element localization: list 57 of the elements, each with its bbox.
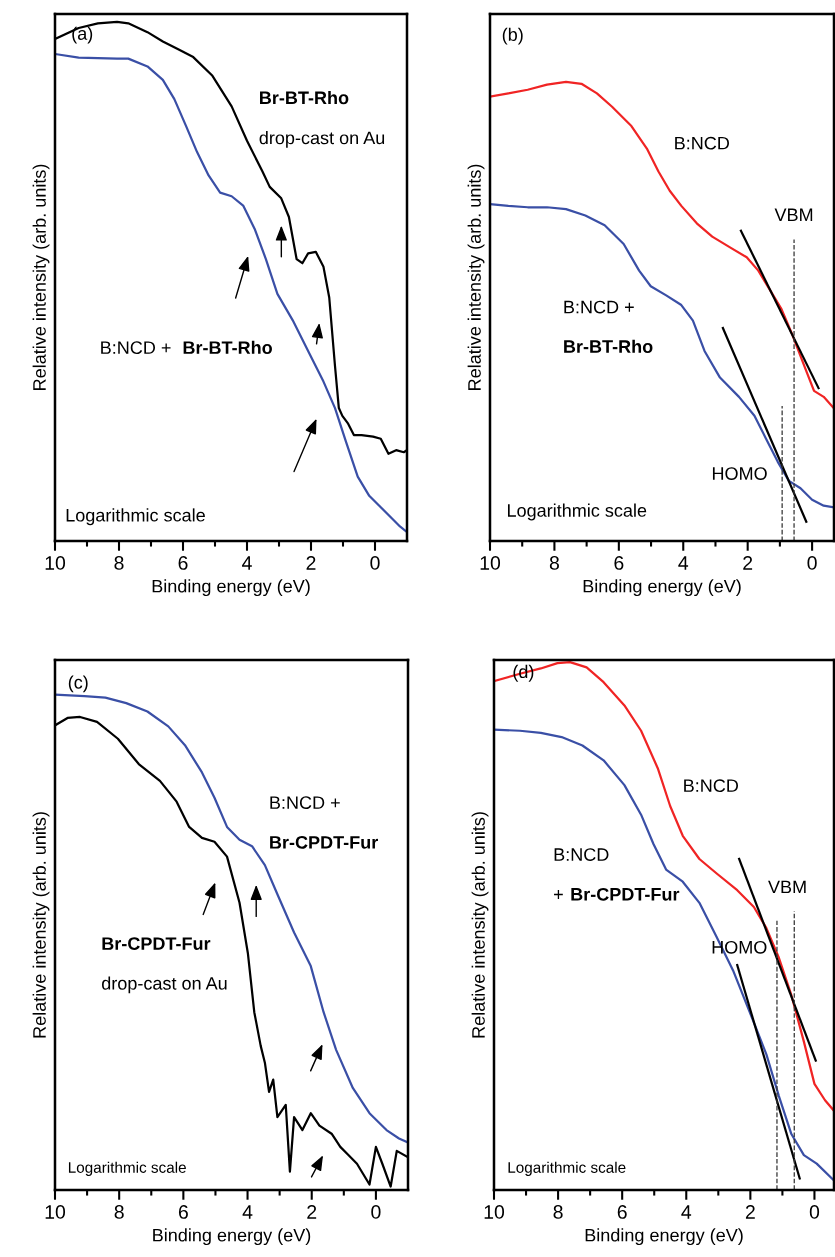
- y-axis-title: Relative intensity (arb. units): [471, 812, 489, 1038]
- x-tick-label: 8: [114, 556, 124, 570]
- annotation: B:NCD +: [270, 796, 340, 810]
- x-tick-label: 0: [809, 1205, 820, 1219]
- annotation: Br-BT-Rho: [260, 90, 349, 105]
- x-tick-label: 2: [306, 556, 316, 570]
- x-tick-label: 4: [242, 1205, 253, 1219]
- x-tick-label: 4: [678, 556, 689, 570]
- x-tick-label: 10: [480, 556, 501, 570]
- x-tick-label: 10: [484, 1205, 505, 1219]
- annotation: Br-BT-Rho: [183, 340, 272, 355]
- x-tick-label: 8: [114, 1205, 124, 1219]
- x-tick-label: 0: [371, 1205, 381, 1219]
- x-tick-label: 6: [178, 556, 188, 570]
- annotation: B:NCD: [554, 848, 609, 861]
- y-axis-title: Relative intensity (arb. units): [32, 812, 50, 1038]
- x-tick-label: 0: [807, 556, 817, 570]
- ref-line-label: VBM: [768, 880, 806, 894]
- x-axis-title: Binding energy (eV): [585, 1228, 743, 1246]
- x-tick-label: 8: [553, 1205, 563, 1219]
- chart-title: (c): [68, 675, 88, 693]
- annotation: B:NCD: [684, 779, 739, 793]
- annotation: Br-BT-Rho: [564, 339, 653, 353]
- annotation: B:NCD +: [101, 341, 171, 355]
- x-tick-label: 10: [45, 1205, 66, 1219]
- annotation: Logarithmic scale: [507, 503, 647, 521]
- annotation: Logarithmic scale: [508, 1161, 626, 1176]
- annotation: drop-cast on Au: [102, 976, 227, 994]
- x-axis-title: Binding energy (eV): [152, 579, 310, 597]
- x-tick-label: 4: [242, 556, 252, 570]
- annotation: Br-CPDT-Fur: [571, 887, 680, 901]
- annotation: Br-CPDT-Fur: [270, 835, 378, 849]
- annotation: B:NCD +: [564, 300, 634, 314]
- annotation: B:NCD: [675, 136, 730, 150]
- x-tick-label: 2: [307, 1205, 317, 1219]
- x-axis-title: Binding energy (eV): [583, 579, 741, 597]
- annotation: +: [554, 890, 563, 899]
- y-axis-title: Relative intensity (arb. units): [32, 164, 50, 390]
- annotation: Logarithmic scale: [66, 508, 205, 526]
- chart-title: (a): [72, 26, 93, 44]
- x-tick-label: 4: [681, 1205, 692, 1219]
- x-axis-title: Binding energy (eV): [153, 1228, 311, 1246]
- ref-line-label: VBM: [774, 208, 813, 222]
- chart-title: (b): [502, 27, 523, 45]
- y-axis-title: Relative intensity (arb. units): [467, 164, 485, 390]
- x-tick-label: 8: [549, 556, 559, 570]
- x-tick-label: 10: [45, 556, 66, 570]
- annotation: Logarithmic scale: [68, 1161, 186, 1176]
- x-tick-label: 2: [743, 556, 753, 570]
- x-tick-label: 6: [178, 1205, 188, 1219]
- x-tick-label: 6: [614, 556, 624, 570]
- ref-line-label: HOMO: [712, 467, 767, 480]
- x-tick-label: 2: [745, 1205, 755, 1219]
- annotation: Br-CPDT-Fur: [102, 937, 211, 950]
- x-tick-label: 0: [370, 556, 380, 570]
- annotation: drop-cast on Au: [259, 131, 385, 148]
- x-tick-label: 6: [617, 1205, 627, 1219]
